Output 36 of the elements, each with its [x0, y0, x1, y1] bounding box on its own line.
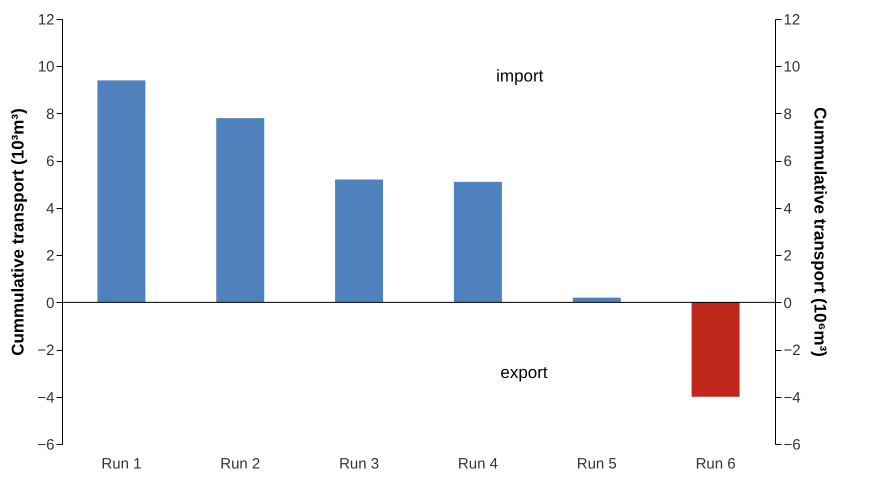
y2-tick-label: 8 — [784, 106, 792, 123]
x-tick-label: Run 3 — [339, 456, 380, 472]
bar — [216, 118, 264, 302]
y-tick-label: 6 — [46, 153, 54, 170]
y2-tick-label: 10 — [784, 58, 800, 76]
y2-tick-label: 6 — [784, 153, 792, 170]
y-tick-label: 2 — [46, 248, 54, 265]
bar — [454, 182, 502, 302]
x-tick-label: Run 2 — [220, 456, 260, 472]
y-tick-label: −2 — [37, 342, 54, 360]
y-tick-label: 0 — [46, 294, 54, 312]
y2-tick-label: −2 — [784, 342, 801, 360]
y-tick-label: 8 — [46, 106, 54, 123]
y-tick-label: 10 — [38, 58, 54, 76]
y-tick-label: −4 — [37, 389, 54, 406]
y-tick-label: −6 — [37, 436, 54, 454]
y2-tick-label: 12 — [784, 12, 800, 28]
y-tick-label: 12 — [38, 12, 54, 28]
x-tick-label: Run 4 — [458, 456, 498, 472]
bar — [572, 298, 621, 302]
y2-tick-label: 0 — [784, 294, 792, 312]
y-tick-label: 4 — [46, 200, 54, 218]
annotation: import — [496, 66, 544, 86]
x-tick-label: Run 6 — [696, 456, 736, 472]
bar — [97, 80, 146, 302]
y2-axis-title: Cummulative transport (10⁶m³) — [810, 107, 830, 357]
bar — [692, 302, 740, 397]
annotation: export — [500, 363, 548, 382]
y2-tick-label: 2 — [784, 248, 792, 265]
y-axis-title: Cummulative transport (10³m³) — [8, 108, 28, 356]
y2-tick-label: −4 — [784, 389, 801, 406]
x-tick-label: Run 1 — [101, 456, 142, 472]
y2-tick-label: 4 — [784, 200, 792, 218]
x-tick-label: Run 5 — [576, 456, 617, 472]
y2-tick-label: −6 — [784, 436, 801, 454]
bar — [335, 180, 384, 302]
